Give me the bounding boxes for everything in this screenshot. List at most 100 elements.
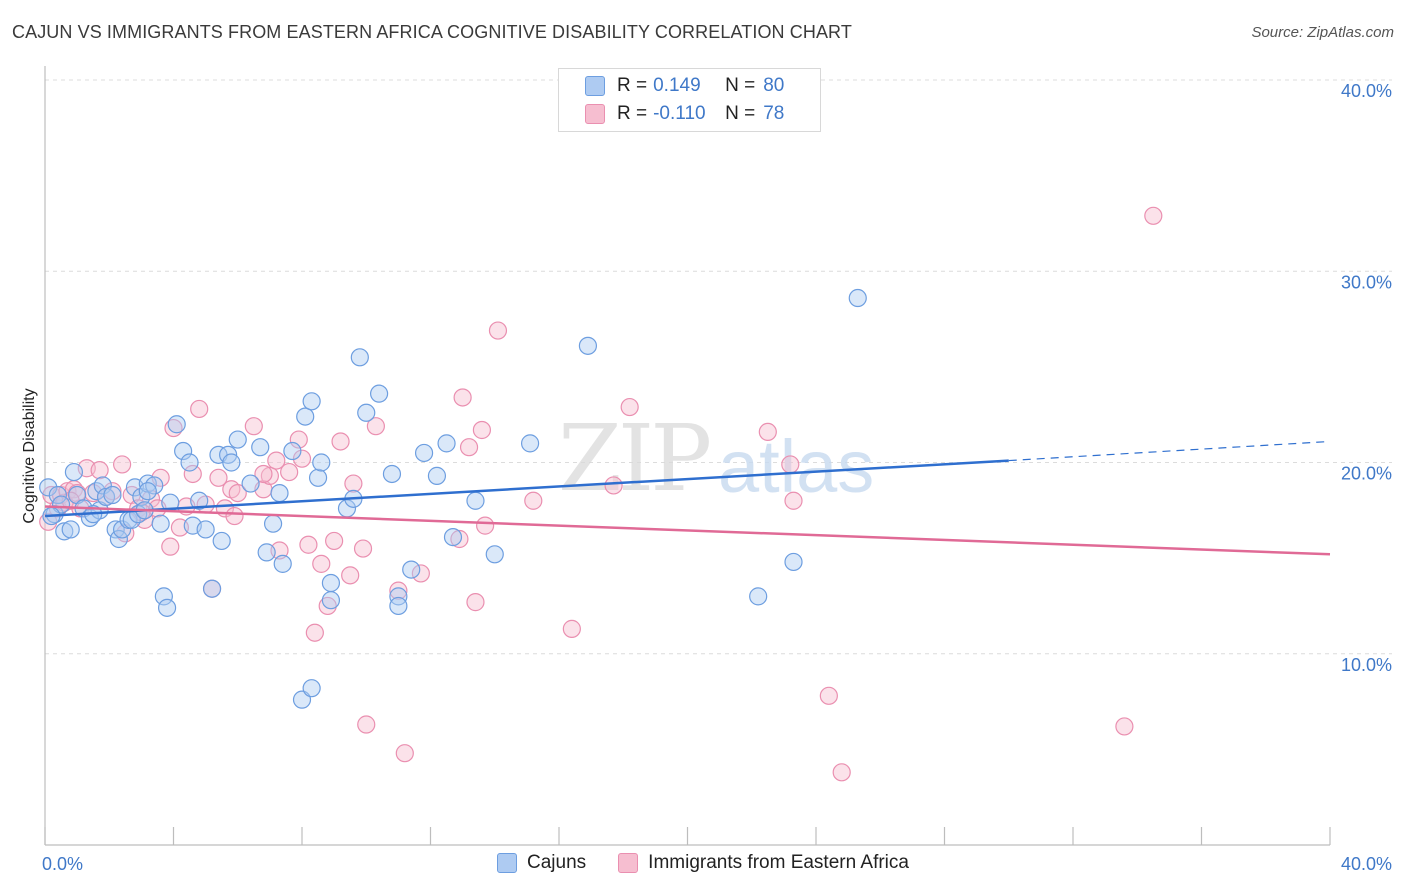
watermark: ZIP atlas xyxy=(558,405,874,512)
data-point-immigrants xyxy=(353,539,373,558)
series-immigrants-points xyxy=(39,206,1163,782)
data-point-immigrants xyxy=(758,422,777,441)
data-point-immigrants xyxy=(453,388,472,407)
data-point-cajuns xyxy=(437,434,456,453)
data-point-cajuns xyxy=(138,482,157,501)
data-point-immigrants xyxy=(389,581,408,600)
data-point-cajuns xyxy=(302,679,321,698)
data-point-immigrants xyxy=(244,417,263,436)
data-point-cajuns xyxy=(402,560,421,579)
data-point-immigrants xyxy=(331,432,350,451)
data-point-immigrants xyxy=(466,593,485,612)
legend-swatch-immigrants xyxy=(585,104,605,124)
data-point-cajuns xyxy=(520,434,540,453)
trend-line-immigrants xyxy=(44,505,1331,556)
data-point-immigrants xyxy=(292,449,312,468)
legend-label-immigrants: Immigrants from Eastern Africa xyxy=(648,852,909,873)
data-point-immigrants xyxy=(562,619,581,638)
data-point-cajuns xyxy=(222,453,241,472)
data-point-cajuns xyxy=(784,552,803,572)
y-axis-label: Cognitive Disability xyxy=(21,388,38,524)
data-point-immigrants xyxy=(366,417,385,436)
legend-n-label: N = xyxy=(725,103,756,124)
legend-row-immigrants: R = -0.110 N = 78 xyxy=(585,101,784,127)
data-point-cajuns xyxy=(270,484,289,503)
legend-n-label: N = xyxy=(725,75,756,96)
data-point-cajuns xyxy=(64,462,84,482)
data-point-cajuns xyxy=(241,474,260,493)
legend-item-cajuns: Cajuns xyxy=(497,852,586,874)
data-point-immigrants xyxy=(1144,206,1163,225)
data-point-cajuns xyxy=(112,520,132,539)
data-point-cajuns xyxy=(749,587,768,606)
data-point-cajuns xyxy=(273,554,292,573)
data-point-cajuns xyxy=(350,348,369,367)
data-point-cajuns xyxy=(382,464,402,484)
data-point-cajuns xyxy=(370,384,389,403)
data-point-cajuns xyxy=(485,545,504,564)
legend-row-cajuns: R = 0.149 N = 80 xyxy=(585,73,784,99)
data-point-cajuns xyxy=(96,487,116,507)
y-tick-label: 20.0% xyxy=(1341,464,1392,484)
data-point-cajuns xyxy=(106,520,125,539)
data-point-cajuns xyxy=(167,415,186,434)
data-point-cajuns xyxy=(251,438,270,457)
data-point-immigrants xyxy=(1115,717,1134,736)
axes xyxy=(44,66,1331,846)
data-point-immigrants xyxy=(183,464,202,484)
data-point-cajuns xyxy=(308,468,328,487)
data-point-immigrants xyxy=(225,506,244,526)
watermark-atlas: atlas xyxy=(718,425,874,508)
legend-n-value: 78 xyxy=(763,103,785,124)
data-point-immigrants xyxy=(832,763,851,782)
data-point-immigrants xyxy=(260,466,279,485)
data-point-cajuns xyxy=(283,441,302,461)
data-point-cajuns xyxy=(180,453,199,472)
x-tick-label: 40.0% xyxy=(1341,854,1392,874)
data-point-cajuns xyxy=(228,430,247,449)
data-point-immigrants xyxy=(161,537,180,556)
data-point-immigrants xyxy=(819,686,838,705)
series-legend: Cajuns Immigrants from Eastern Africa xyxy=(0,852,1406,874)
data-point-immigrants xyxy=(620,397,639,417)
data-point-immigrants xyxy=(318,596,337,616)
data-point-immigrants xyxy=(325,531,344,551)
data-point-cajuns xyxy=(138,474,157,493)
data-point-immigrants xyxy=(280,462,299,482)
legend-r-value: -0.110 xyxy=(653,103,706,124)
data-point-immigrants xyxy=(781,455,800,474)
trend-line-cajuns xyxy=(44,459,1009,518)
trend-lines xyxy=(44,440,1331,556)
data-point-immigrants xyxy=(112,455,132,474)
data-point-immigrants xyxy=(254,464,273,484)
data-point-cajuns xyxy=(466,491,485,510)
data-point-cajuns xyxy=(202,579,222,598)
legend-swatch-immigrants xyxy=(618,853,639,873)
legend-r-value: 0.149 xyxy=(653,75,701,96)
data-point-immigrants xyxy=(524,491,543,510)
data-point-cajuns xyxy=(103,485,122,505)
data-point-immigrants xyxy=(450,529,469,549)
correlation-legend: R = 0.149 N = 80 R = -0.110 N = 78 xyxy=(558,68,821,132)
data-point-cajuns xyxy=(302,392,321,411)
grid-lines xyxy=(45,79,1392,655)
data-point-cajuns xyxy=(93,476,112,495)
data-point-immigrants xyxy=(267,451,286,470)
data-point-cajuns xyxy=(443,527,463,547)
data-point-immigrants xyxy=(341,566,360,585)
data-point-cajuns xyxy=(578,336,598,355)
data-point-immigrants xyxy=(472,420,491,440)
x-tick-label: 0.0% xyxy=(42,854,83,874)
data-point-cajuns xyxy=(321,591,341,610)
data-point-cajuns xyxy=(357,403,376,422)
data-point-immigrants xyxy=(305,623,324,642)
watermark-zip: ZIP xyxy=(558,405,709,512)
tick-labels: 10.0% 20.0% 30.0% 40.0% 0.0% 40.0% xyxy=(42,81,1392,874)
data-point-cajuns xyxy=(312,453,331,472)
chart-title: CAJUN VS IMMIGRANTS FROM EASTERN AFRICA … xyxy=(12,22,852,42)
y-tick-label: 40.0% xyxy=(1341,81,1392,101)
data-point-cajuns xyxy=(196,520,215,539)
data-point-cajuns xyxy=(157,598,177,617)
legend-swatch-cajuns xyxy=(585,76,605,96)
